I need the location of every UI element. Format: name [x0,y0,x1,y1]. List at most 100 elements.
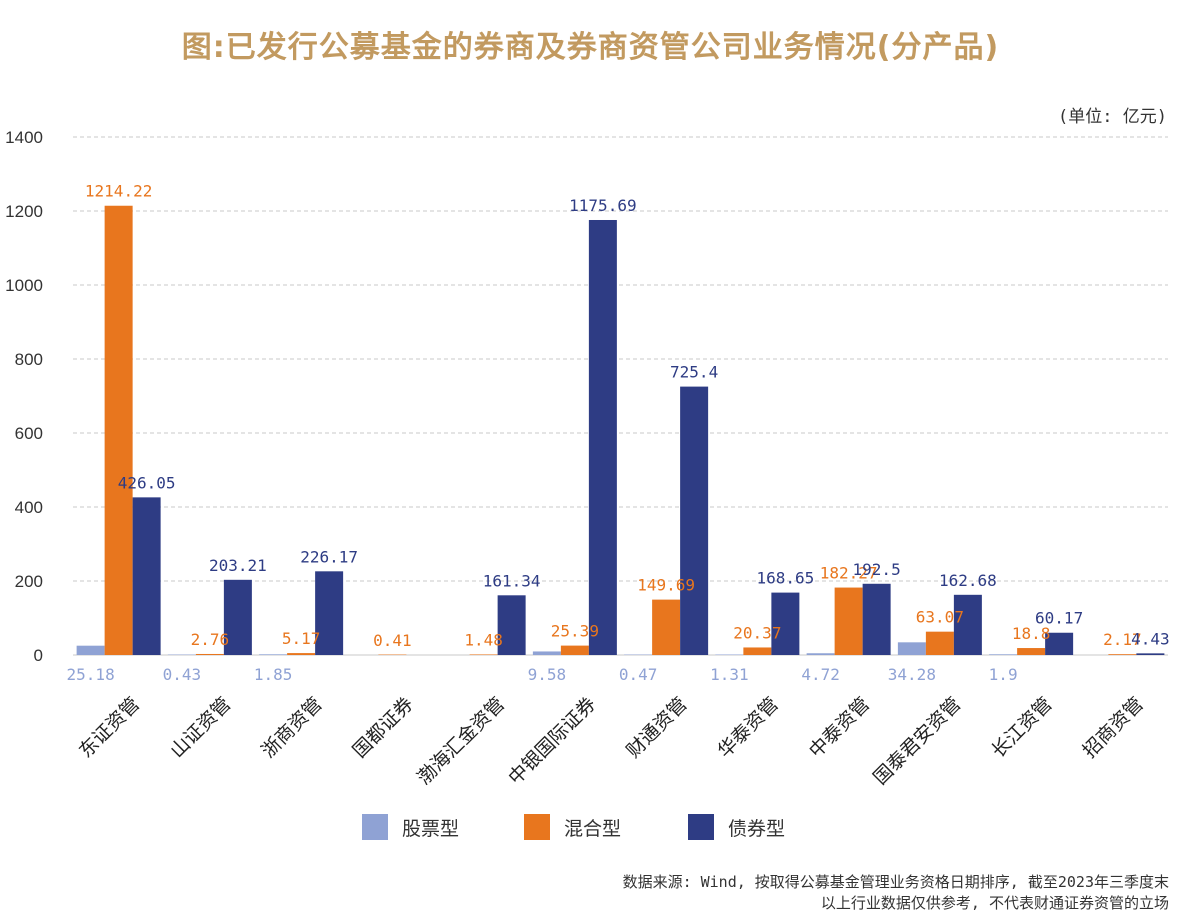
legend-label-mixed: 混合型 [564,817,622,840]
bar-stock[interactable] [76,645,105,655]
bar-bond[interactable] [132,497,161,655]
legend: 股票型 混合型 债券型 [0,812,1181,842]
data-label-bond: 161.34 [483,571,541,590]
data-label-stock: 25.18 [67,665,115,684]
x-tick-label: 中银国际证券 [504,693,600,789]
data-label-bond: 1175.69 [569,196,636,215]
data-labels: 25.18 0.43 1.85 9.58 0.47 1.31 4.72 34.28 1.9 121… [67,182,1170,684]
data-label-bond: 426.05 [118,473,176,492]
data-label-mixed: 1.48 [464,630,503,649]
data-label-mixed: 0.41 [373,631,412,650]
y-tick-label: 1000 [5,276,43,295]
data-label-bond: 4.43 [1131,629,1170,648]
data-label-mixed: 2.17 [1103,630,1142,649]
x-tick-label: 招商资管 [1079,693,1148,762]
data-label-mixed: 63.07 [916,608,964,627]
source-note: 数据来源: Wind, 按取得公募基金管理业务资格日期排序, 截至2023年三季… [623,872,1169,914]
y-tick-label: 200 [15,572,43,591]
legend-swatch-bond [688,814,714,840]
data-label-stock: 1.9 [989,665,1018,684]
unit-label: (单位: 亿元) [1058,107,1167,127]
x-tick-label: 财通资管 [622,693,691,762]
x-tick-label: 华泰资管 [714,693,783,762]
grid-lines [73,136,1168,656]
y-tick-label: 1200 [5,202,43,221]
data-label-mixed: 18.8 [1012,624,1051,643]
data-label-mixed: 20.37 [733,623,781,642]
legend-item-mixed[interactable]: 混合型 [524,812,621,842]
y-axis-ticks: 0 200 400 600 800 1000 1200 1400 [5,128,43,665]
data-label-mixed: 2.76 [191,630,230,649]
data-label-stock: 1.85 [254,665,293,684]
bar-stock[interactable] [897,642,926,655]
bar-mixed[interactable] [834,587,863,655]
bar-mixed[interactable] [1108,654,1137,655]
data-label-bond: 60.17 [1035,609,1083,628]
x-tick-label: 东证资管 [75,693,144,762]
bar-bond[interactable] [315,571,344,655]
x-tick-label: 浙商资管 [257,693,326,762]
bar-stock[interactable] [989,654,1018,655]
data-label-bond: 162.68 [939,571,997,590]
bar-stock[interactable] [806,653,835,655]
bar-mixed[interactable] [1017,648,1046,655]
bar-bond[interactable] [1136,653,1165,655]
data-label-bond: 725.4 [670,363,718,382]
data-label-bond: 203.21 [209,556,267,575]
y-tick-label: 0 [34,646,43,665]
bar-mixed[interactable] [652,599,681,655]
x-tick-label: 国泰君安资管 [869,693,965,789]
bar-mixed[interactable] [195,653,224,655]
y-tick-label: 1400 [5,128,43,147]
legend-item-bond[interactable]: 债券型 [688,812,785,842]
bar-bond[interactable] [771,592,800,655]
bar-bond[interactable] [680,386,709,655]
y-tick-label: 400 [15,498,43,517]
legend-item-stock[interactable]: 股票型 [362,812,459,842]
x-tick-label: 长江资管 [987,693,1056,762]
bar-bond[interactable] [953,594,982,655]
data-label-stock: 4.72 [801,665,840,684]
bar-mixed[interactable] [925,631,954,655]
data-label-stock: 1.31 [710,665,749,684]
data-label-mixed: 149.69 [637,576,695,595]
x-tick-label: 中泰资管 [805,693,874,762]
bar-bond[interactable] [1045,632,1074,655]
data-label-stock: 0.43 [163,665,202,684]
y-tick-label: 600 [15,424,43,443]
bar-mixed[interactable] [469,654,498,655]
bar-bond[interactable] [862,583,891,655]
legend-label-bond: 债券型 [728,817,786,840]
legend-swatch-mixed [524,814,550,840]
bar-stock[interactable] [259,654,288,655]
data-label-bond: 192.5 [853,560,901,579]
bar-bond[interactable] [588,219,617,656]
chart-title: 图:已发行公募基金的券商及券商资管公司业务情况(分产品) [181,30,1000,65]
y-tick-label: 800 [15,350,43,369]
bar-bond[interactable] [497,595,526,655]
bar-mixed[interactable] [743,647,772,655]
x-tick-label: 国都证券 [349,693,418,762]
source-line-2: 以上行业数据仅供参考, 不代表财通证券资管的立场 [820,894,1169,912]
data-label-bond: 226.17 [300,547,358,566]
bar-bond[interactable] [223,579,252,655]
x-tick-label: 山证资管 [166,693,235,762]
x-tick-label: 渤海汇金资管 [413,693,509,789]
data-label-stock: 34.28 [888,665,936,684]
data-label-mixed: 5.17 [282,629,321,648]
data-label-stock: 9.58 [528,665,567,684]
bar-mixed[interactable] [287,653,316,655]
legend-label-stock: 股票型 [402,817,460,840]
legend-swatch-stock [362,814,388,840]
bar-mixed[interactable] [560,645,589,655]
data-label-bond: 168.65 [756,569,814,588]
bar-mixed[interactable] [104,205,133,656]
data-label-mixed: 25.39 [551,622,599,641]
bar-stock[interactable] [532,651,561,655]
data-label-stock: 0.47 [619,665,658,684]
data-label-mixed: 1214.22 [85,182,152,201]
data-label-mixed: 182.27 [820,564,878,583]
source-line-1: 数据来源: Wind, 按取得公募基金管理业务资格日期排序, 截至2023年三季… [622,873,1169,891]
